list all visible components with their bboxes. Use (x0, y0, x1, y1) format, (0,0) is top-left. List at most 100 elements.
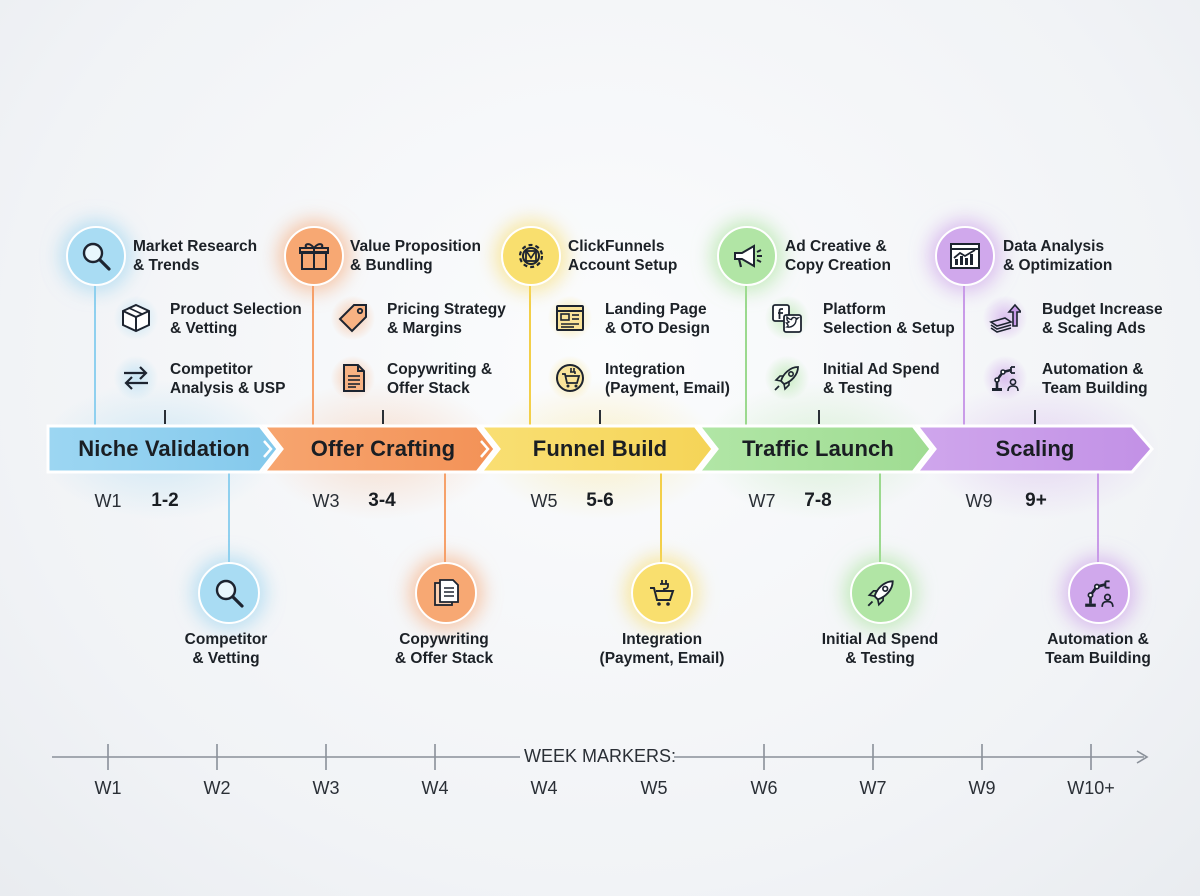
gift-icon (299, 243, 329, 270)
phase-tick (599, 410, 601, 424)
webpage-icon (556, 305, 584, 331)
item-icon-copywriting (331, 356, 375, 400)
phase-tick (382, 410, 384, 424)
week-start-funnel: W5 (530, 491, 558, 511)
magnifier-icon (82, 242, 111, 271)
label-competitor-analysis: Competitor Analysis & USP (170, 361, 286, 397)
social-icons-icon (772, 304, 802, 333)
connector-funnel-bottom (660, 470, 662, 570)
label-data-analysis: Data Analysis & Optimization (1003, 238, 1113, 274)
connector-offer-bottom (444, 470, 446, 570)
item-icon-platform-selection (765, 296, 809, 340)
bottom-label-competitor: Competitor & Vetting (184, 631, 268, 667)
label-platform-selection: Platform Selection & Setup (823, 301, 955, 337)
label-ad-creative: Ad Creative & Copy Creation (785, 238, 891, 274)
week-start-traffic: W7 (748, 491, 776, 511)
phase-segment-traffic (695, 424, 933, 474)
item-icon-pricing-strategy (331, 296, 375, 340)
bottom-label-integration: Integration (Payment, Email) (599, 631, 725, 667)
badge-ad-creative (717, 226, 777, 286)
axis-tick-label: W6 (750, 778, 778, 798)
badge-data-analysis (935, 226, 995, 286)
phase-tick (818, 410, 820, 424)
week-start-offer: W3 (312, 491, 340, 511)
connector-scaling-top (963, 280, 965, 426)
item-icon-initial-ad-spend (765, 356, 809, 400)
bottom-badge-automation (1068, 562, 1130, 624)
phase-segment-scaling (913, 424, 1154, 474)
phase-name-niche: Niche Validation (78, 436, 250, 461)
bottom-badge-integration (631, 562, 693, 624)
label-clickfunnels: ClickFunnels Account Setup (568, 238, 678, 274)
week-axis (52, 744, 1149, 770)
week-range-traffic: 7-8 (804, 490, 832, 511)
week-start-scaling: W9 (965, 491, 993, 511)
item-icon-landing-page (548, 296, 592, 340)
label-copywriting: Copywriting & Offer Stack (387, 361, 493, 397)
phase-segment-funnel (477, 424, 715, 474)
axis-tick-label: W7 (859, 778, 887, 798)
week-start-niche: W1 (94, 491, 122, 511)
robot-arm-icon (992, 366, 1019, 392)
cart-plug-icon (650, 580, 675, 606)
item-icon-integration (548, 356, 592, 400)
label-budget-increase: Budget Increase & Scaling Ads (1042, 301, 1163, 337)
rocket-icon (867, 580, 894, 607)
phase-tick (1034, 410, 1036, 424)
axis-tick-label: W10+ (1067, 778, 1115, 798)
connector-offer-top (312, 280, 314, 426)
phase-segment-niche (46, 424, 280, 474)
bottom-badge-initial-ad-spend (850, 562, 912, 624)
badge-value-proposition (284, 226, 344, 286)
bottom-badge-competitor (198, 562, 260, 624)
week-range-funnel: 5-6 (586, 490, 614, 511)
analytics-icon (950, 243, 980, 269)
axis-title: WEEK MARKERS: (523, 746, 677, 766)
label-landing-page: Landing Page & OTO Design (605, 301, 710, 337)
phase-name-scaling: Scaling (995, 436, 1075, 461)
bottom-badge-copywriting (415, 562, 477, 624)
item-icon-automation (983, 356, 1027, 400)
connector-traffic-top (745, 280, 747, 426)
axis-tick-label: W4 (530, 778, 558, 798)
label-pricing-strategy: Pricing Strategy & Margins (387, 301, 506, 337)
item-icon-budget-increase (983, 296, 1027, 340)
phase-name-offer: Offer Crafting (310, 436, 456, 461)
axis-tick-label: W4 (421, 778, 449, 798)
megaphone-icon (734, 244, 762, 268)
bottom-label-initial-ad-spend: Initial Ad Spend & Testing (821, 631, 939, 667)
label-integration: Integration (Payment, Email) (605, 361, 730, 397)
phase-name-funnel: Funnel Build (532, 436, 668, 461)
badge-market-research (66, 226, 126, 286)
week-range-offer: 3-4 (368, 490, 396, 511)
week-range-niche: 1-2 (151, 490, 179, 511)
label-value-proposition: Value Proposition & Bundling (350, 238, 481, 274)
phase-name-traffic: Traffic Launch (742, 436, 894, 461)
connector-niche-bottom (228, 470, 230, 570)
documents-icon (434, 579, 459, 606)
connector-funnel-top (529, 280, 531, 426)
phase-segment-offer (260, 424, 497, 474)
axis-tick-label: W9 (968, 778, 996, 798)
label-initial-ad-spend: Initial Ad Spend & Testing (823, 361, 940, 397)
box-icon (122, 303, 150, 333)
phase-tick (164, 410, 166, 424)
connector-traffic-bottom (879, 470, 881, 570)
axis-tick-label: W5 (640, 778, 668, 798)
axis-arrow-icon (1136, 750, 1149, 764)
swap-arrows-icon (124, 366, 148, 390)
connector-niche-top (94, 280, 96, 426)
gear-icon (518, 243, 544, 269)
price-tag-icon (338, 304, 367, 333)
cart-plug-icon (556, 364, 584, 392)
connector-scaling-bottom (1097, 470, 1099, 570)
label-automation: Automation & Team Building (1042, 361, 1148, 397)
money-growth-icon (989, 303, 1021, 333)
chevron-right-icon (480, 440, 490, 458)
document-icon (343, 364, 365, 392)
bottom-label-automation: Automation & Team Building (1045, 631, 1151, 667)
magnifier-icon (215, 579, 244, 608)
badge-clickfunnels (501, 226, 561, 286)
week-range-scaling: 9+ (1025, 490, 1047, 511)
robot-arm-icon (1085, 580, 1114, 607)
